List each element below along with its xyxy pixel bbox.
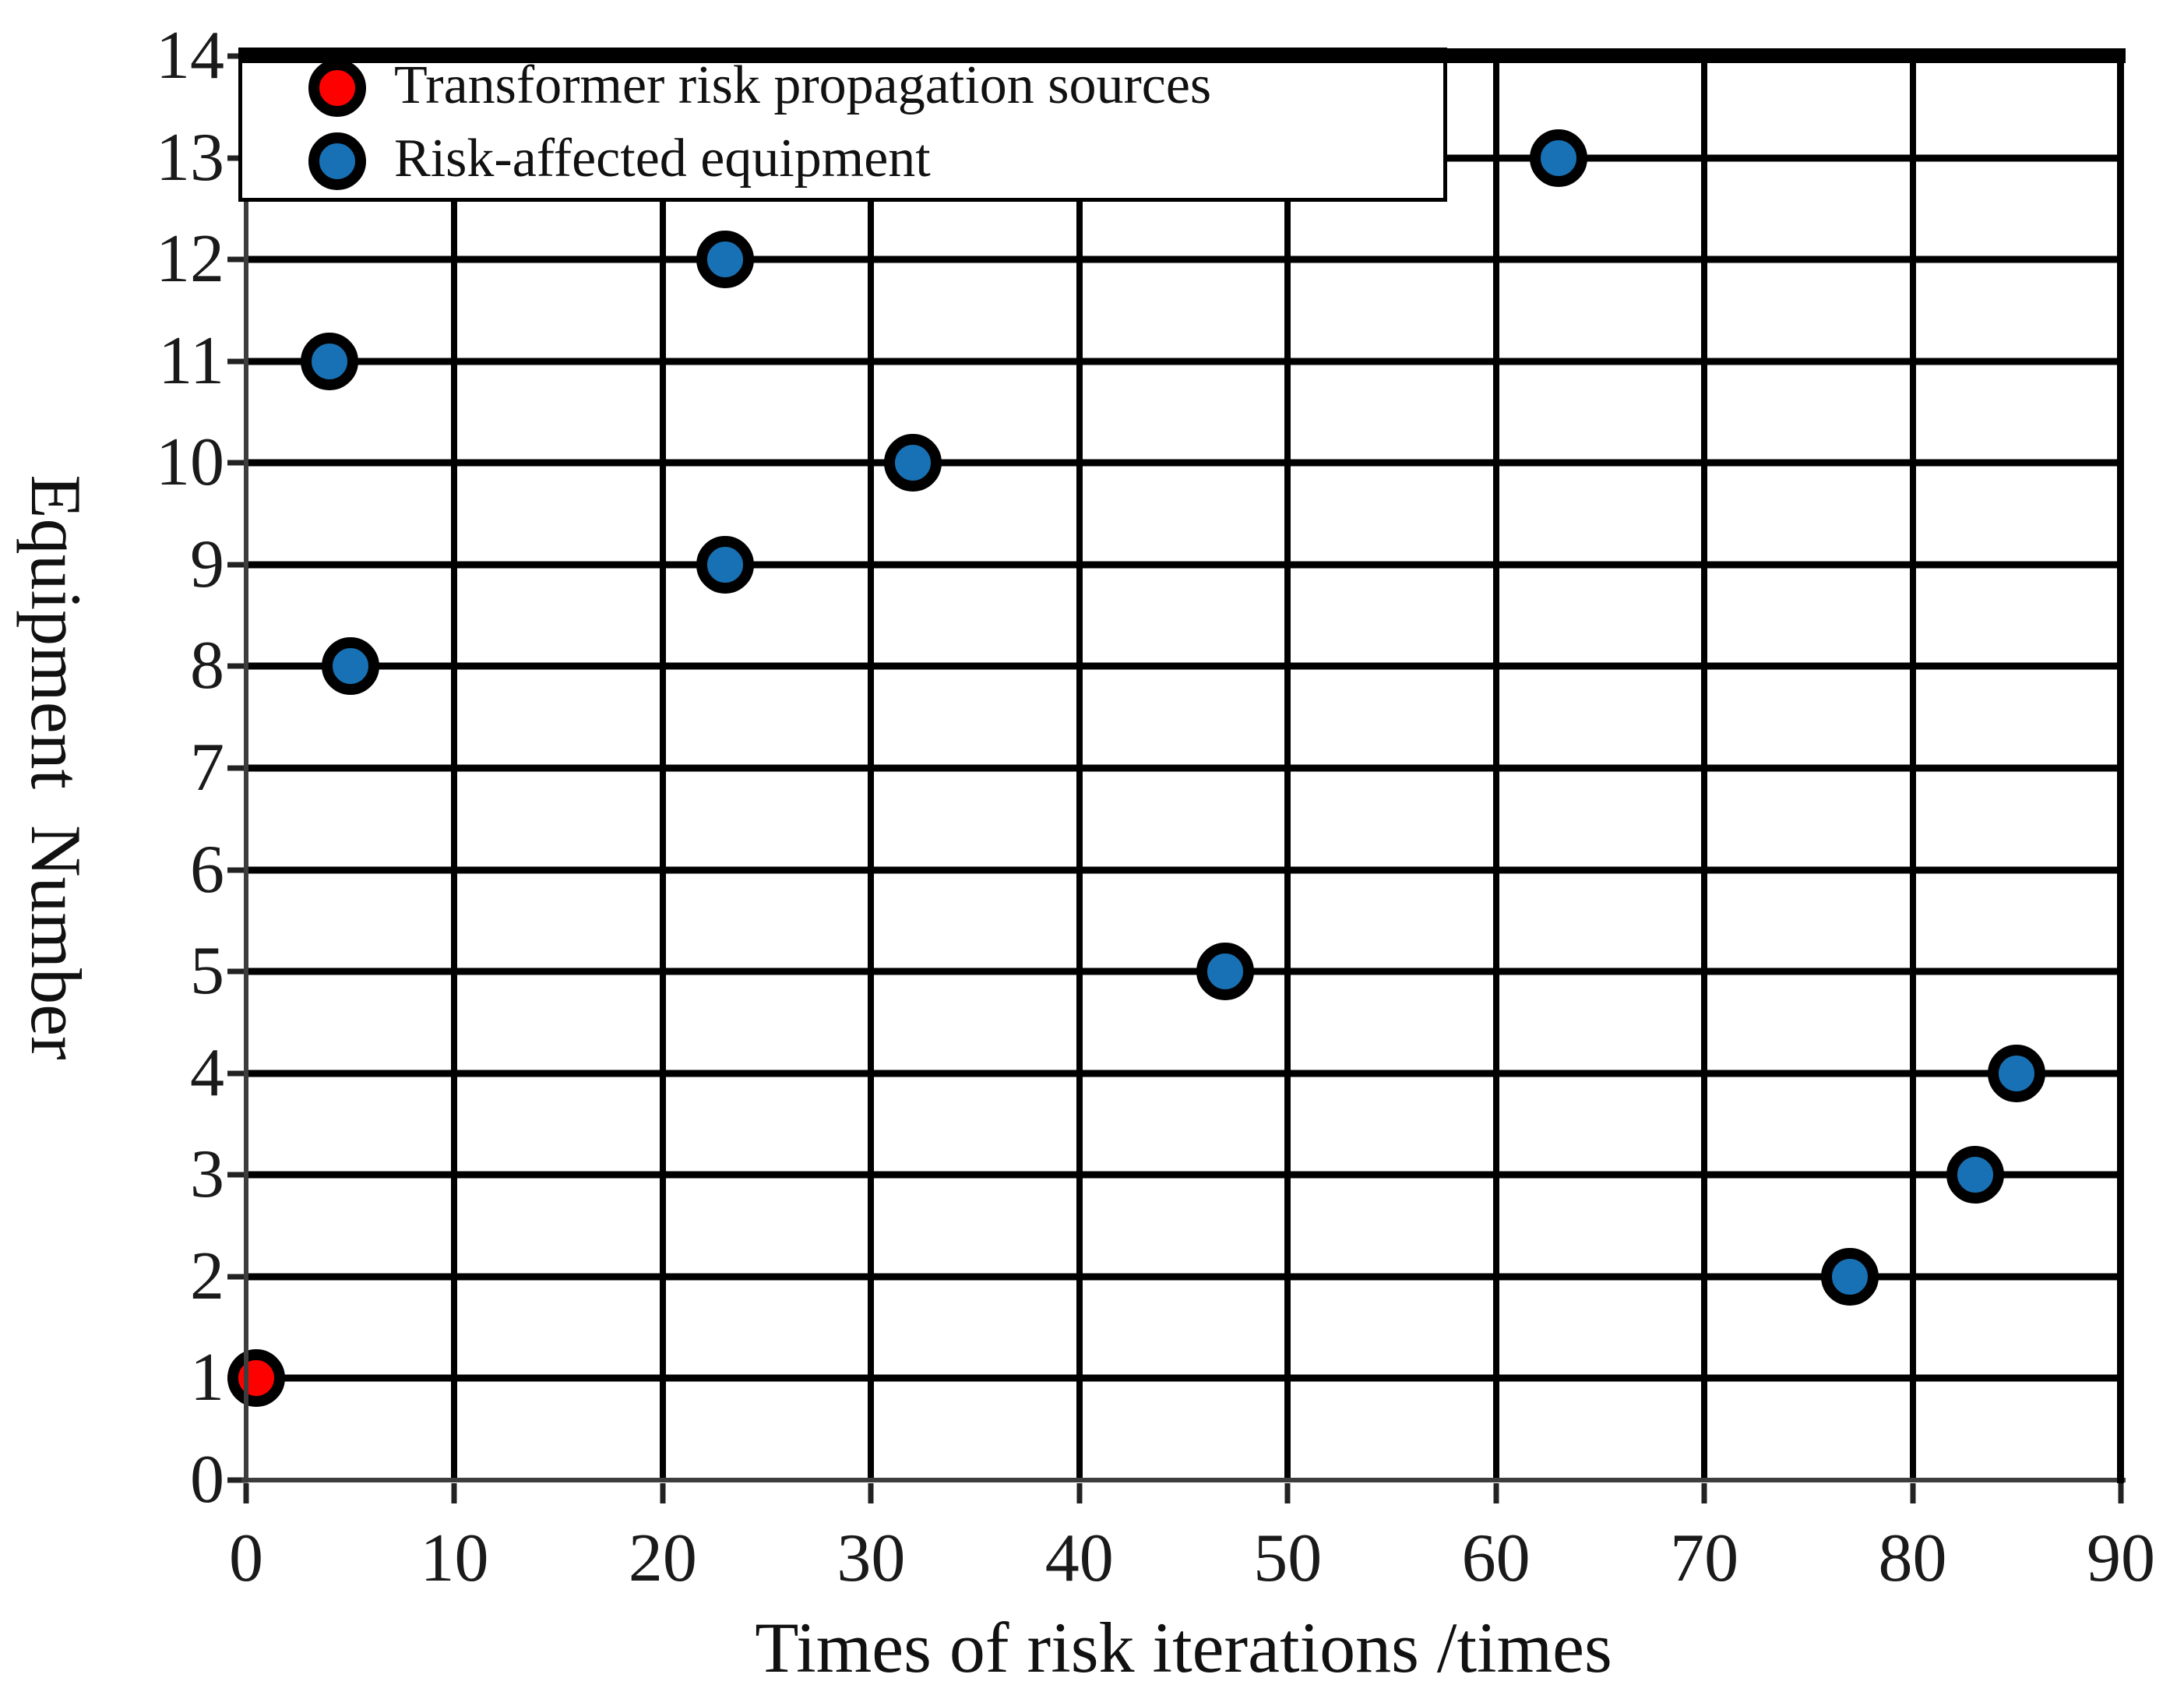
data-point-affected	[1529, 129, 1587, 187]
x-tick-label: 10	[420, 1521, 489, 1596]
x-tick-label: 0	[229, 1521, 263, 1596]
data-point-source	[227, 1349, 286, 1408]
gridline-horizontal	[246, 459, 2121, 467]
data-point-affected	[321, 637, 379, 696]
x-tick	[1493, 1483, 1499, 1503]
top-spine	[241, 48, 2126, 63]
y-tick	[227, 867, 248, 873]
gridline-horizontal	[246, 561, 2121, 569]
gridline-vertical	[1701, 56, 1708, 1480]
y-axis-spine	[244, 56, 248, 1480]
legend: Transformer risk propagation sources Ris…	[238, 48, 1447, 202]
data-point-affected	[1196, 943, 1254, 1001]
y-tick-label: 11	[158, 323, 224, 399]
x-tick-label: 60	[1461, 1521, 1531, 1596]
y-tick	[227, 1477, 248, 1483]
blue-circle-marker-icon	[308, 132, 366, 190]
y-tick-label: 8	[190, 628, 224, 704]
gridline-horizontal	[246, 662, 2121, 670]
gridline-horizontal	[246, 968, 2121, 975]
x-tick-label: 70	[1670, 1521, 1739, 1596]
gridline-horizontal	[246, 1171, 2121, 1179]
gridline-horizontal	[246, 1070, 2121, 1077]
x-tick	[451, 1483, 457, 1503]
x-tick	[660, 1483, 666, 1503]
x-axis-spine	[241, 1478, 2126, 1482]
data-point-affected	[696, 231, 755, 289]
y-tick	[227, 1274, 248, 1280]
gridline-horizontal	[246, 358, 2121, 365]
legend-entry-affected: Risk-affected equipment	[308, 132, 1443, 191]
data-point-affected	[300, 332, 358, 390]
gridline-vertical	[1492, 56, 1499, 1480]
gridline-vertical	[451, 56, 458, 1480]
y-tick-label: 1	[190, 1340, 224, 1416]
y-tick	[227, 968, 248, 975]
y-tick-label: 6	[190, 831, 224, 908]
x-tick-label: 50	[1253, 1521, 1323, 1596]
x-tick	[1076, 1483, 1083, 1503]
y-tick	[227, 53, 248, 59]
x-tick	[1701, 1483, 1707, 1503]
y-tick	[227, 358, 248, 365]
y-tick-label: 13	[156, 119, 224, 196]
gridline-vertical	[659, 56, 666, 1480]
y-axis-tick-labels: 0 1 2 3 4 5 6 7 8 9 10 11 12 13 14	[0, 18, 224, 1517]
right-spine	[2117, 51, 2124, 1483]
x-tick-label: 40	[1044, 1521, 1114, 1596]
red-circle-marker-icon	[308, 59, 366, 117]
data-point-affected	[696, 535, 755, 594]
x-tick	[1284, 1483, 1291, 1503]
gridline-horizontal	[246, 866, 2121, 874]
legend-label-affected: Risk-affected equipment	[394, 129, 931, 189]
gridline-horizontal	[246, 1273, 2121, 1281]
y-tick-label: 5	[190, 933, 224, 1010]
gridline-vertical	[1284, 56, 1291, 1480]
y-tick	[227, 1070, 248, 1077]
x-tick-label: 20	[628, 1521, 697, 1596]
y-tick-label: 14	[156, 18, 224, 93]
y-tick-label: 4	[190, 1035, 224, 1111]
y-tick	[227, 663, 248, 669]
y-tick-label: 10	[156, 425, 224, 501]
data-point-affected	[883, 434, 942, 492]
y-tick	[227, 256, 248, 263]
x-tick	[243, 1483, 249, 1503]
y-tick	[227, 460, 248, 466]
y-tick-label: 0	[190, 1442, 224, 1517]
x-tick-label: 90	[2087, 1521, 2155, 1596]
x-axis-tick-labels: 0 10 20 30 40 50 60 70 80 90	[229, 1516, 2155, 1602]
y-tick-label: 9	[190, 526, 224, 602]
y-tick	[227, 765, 248, 771]
x-tick-label: 30	[837, 1521, 906, 1596]
y-tick	[227, 155, 248, 161]
gridline-horizontal	[246, 256, 2121, 263]
data-point-affected	[1821, 1247, 1879, 1306]
y-tick	[227, 562, 248, 568]
gridline-horizontal	[246, 1374, 2121, 1382]
x-tick	[2118, 1483, 2124, 1503]
y-tick-label: 3	[190, 1137, 224, 1213]
gridline-vertical	[1076, 56, 1083, 1480]
data-point-affected	[1946, 1146, 2004, 1204]
legend-label-source: Transformer risk propagation sources	[394, 55, 1212, 115]
x-axis-label: Times of risk iterations /times	[755, 1608, 1612, 1687]
legend-entry-source: Transformer risk propagation sources	[308, 58, 1443, 118]
y-tick	[227, 1172, 248, 1178]
x-tick	[868, 1483, 874, 1503]
x-tick-label: 80	[1878, 1521, 1947, 1596]
y-tick-label: 12	[156, 221, 224, 298]
y-tick-label: 2	[190, 1238, 224, 1314]
gridline-vertical	[1909, 56, 1916, 1480]
y-tick-label: 7	[190, 730, 224, 805]
x-tick	[1910, 1483, 1916, 1503]
plot-area	[227, 48, 2126, 1503]
data-point-affected	[1988, 1044, 2046, 1102]
gridline-vertical	[868, 56, 875, 1480]
gridline-horizontal	[246, 764, 2121, 772]
